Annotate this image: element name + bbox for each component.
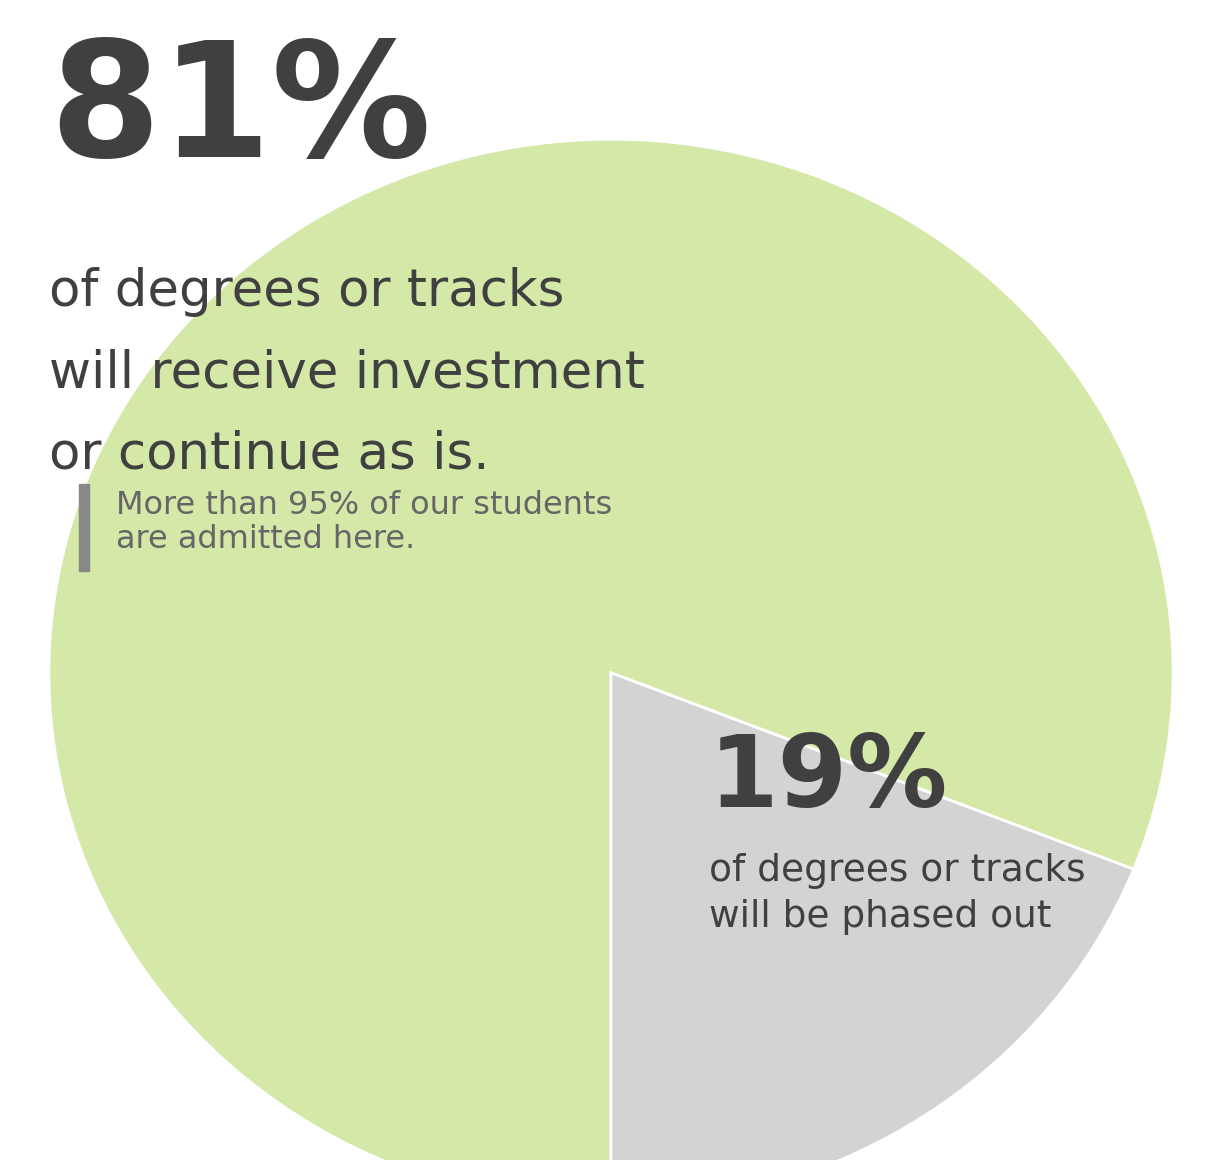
Text: of degrees or tracks: of degrees or tracks	[49, 267, 565, 317]
Text: will be phased out: will be phased out	[709, 899, 1051, 935]
Text: of degrees or tracks: of degrees or tracks	[709, 853, 1085, 889]
Text: More than 95% of our students: More than 95% of our students	[116, 490, 612, 521]
Text: are admitted here.: are admitted here.	[116, 524, 415, 556]
Wedge shape	[49, 139, 1173, 1160]
Bar	[79, 484, 89, 571]
Text: 81%: 81%	[49, 35, 431, 190]
Wedge shape	[611, 673, 1134, 1160]
Text: will receive investment: will receive investment	[49, 348, 645, 398]
Text: or continue as is.: or continue as is.	[49, 429, 489, 479]
Text: 19%: 19%	[709, 731, 948, 828]
